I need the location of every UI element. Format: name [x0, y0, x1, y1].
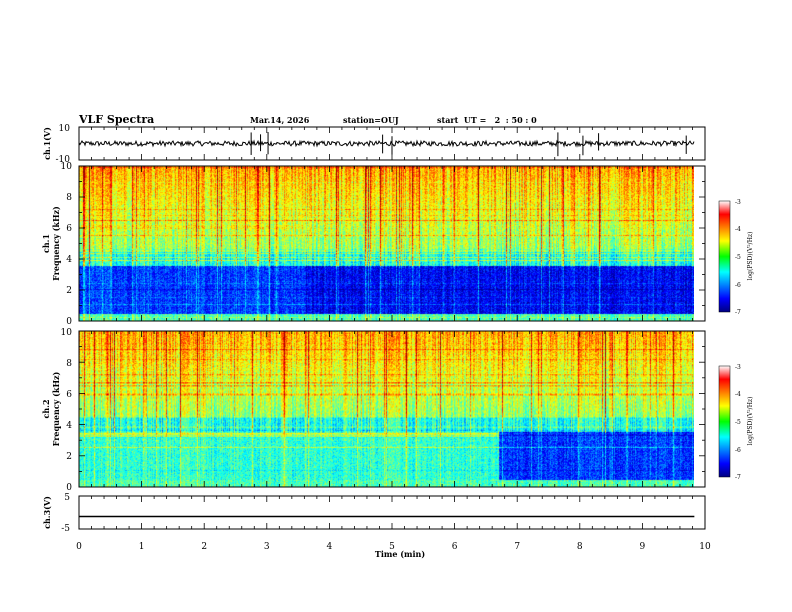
time-tick-label-7: 7 — [514, 542, 520, 552]
ch1-freq-tick-labels: 0 2 4 6 8 10 — [61, 162, 73, 327]
ch2-freq-tick-labels: 0 2 4 6 8 10 — [61, 328, 73, 493]
ch2-freq-axis-label: Frequency (kHz) — [51, 371, 61, 446]
ch1-freq-axis-label: Frequency (kHz) — [51, 206, 61, 281]
time-tick-label-1: 1 — [139, 542, 145, 552]
ch2-ytick-4: 4 — [66, 421, 72, 431]
ch2-ytick-10: 10 — [61, 328, 73, 338]
ch1-ytick-10: 10 — [61, 162, 73, 172]
ch2-ytick-8: 8 — [66, 359, 72, 369]
ch2-colorbar: -3 -4 -5 -6 -7 log(PSD)(V²/Hz) — [718, 364, 754, 481]
time-axis-label: Time (min) — [375, 549, 425, 559]
ch1-ytick-top: 10 — [59, 124, 71, 134]
ch1-waveform-ylabel: ch.1(V) — [42, 127, 52, 160]
ch1-ytick-bottom: -10 — [56, 155, 71, 165]
ch1-cbar-tick-6: -6 — [735, 282, 741, 289]
figure-date: Mar.14, 2026 — [250, 115, 310, 125]
time-tick-label-5: 5 — [389, 542, 395, 552]
ch3-waveform-ylabel: ch.3(V) — [42, 496, 52, 529]
time-tick-label-4: 4 — [327, 542, 333, 552]
time-tick-label-0: 0 — [76, 542, 82, 552]
ch1-ytick-2: 2 — [66, 286, 72, 296]
ch1-ytick-0: 0 — [66, 317, 72, 327]
time-axis-ticks — [78, 127, 706, 529]
ch2-ytick-6: 6 — [66, 390, 72, 400]
ch2-cbar-tick-6: -6 — [735, 447, 741, 454]
ch1-cbar-tick-4: -4 — [735, 226, 741, 233]
ch1-colorbar: -3 -4 -5 -6 -7 log(PSD)(V²/Hz) — [718, 199, 754, 316]
ch2-spectrogram-panel: 0 2 4 6 8 10 ch.2 Frequency (kHz) — [41, 328, 706, 493]
time-tick-label-2: 2 — [201, 542, 207, 552]
time-tick-label-10: 10 — [699, 542, 711, 552]
ch2-colorbar-gradient — [718, 365, 731, 478]
ch1-spectrogram-panel: 0 2 4 6 8 10 ch.1 Frequency (kHz) — [41, 162, 706, 327]
ch3-ytick-bottom: -5 — [61, 524, 70, 534]
figure-station: station=OUJ — [343, 115, 399, 125]
ch2-cbar-tick-5: -5 — [735, 419, 741, 426]
ch2-ytick-2: 2 — [66, 452, 72, 462]
figure-start-time: start UT = 2 : 50 : 0 — [437, 115, 537, 125]
ch2-cbar-tick-7: -7 — [735, 474, 741, 481]
ch1-colorbar-label: log(PSD)(V²/Hz) — [747, 232, 754, 281]
ch1-ytick-6: 6 — [66, 224, 72, 234]
ch1-channel-label: ch.1 — [41, 234, 51, 253]
ch1-waveform-spikes — [250, 132, 687, 157]
ch2-cbar-tick-4: -4 — [735, 391, 741, 398]
ch1-cbar-tick-5: -5 — [735, 254, 741, 261]
ch1-waveform-trace — [78, 139, 695, 148]
time-tick-label-9: 9 — [640, 542, 646, 552]
ch2-colorbar-label: log(PSD)(V²/Hz) — [747, 397, 754, 446]
time-tick-label-6: 6 — [452, 542, 458, 552]
ch3-ytick-top: 5 — [64, 493, 70, 503]
time-tick-label-8: 8 — [577, 542, 583, 552]
ch2-channel-label: ch.2 — [41, 399, 51, 418]
ch1-ytick-8: 8 — [66, 193, 72, 203]
ch1-colorbar-gradient — [718, 200, 731, 313]
ch2-spectrogram-image — [79, 331, 694, 487]
ch1-cbar-tick-3: -3 — [735, 199, 741, 206]
ch1-spectrogram-image — [79, 166, 694, 321]
time-tick-label-3: 3 — [264, 542, 270, 552]
time-axis-labels: 0 1 2 3 4 5 6 7 8 9 10 Time (min) — [76, 542, 711, 559]
ch1-cbar-tick-7: -7 — [735, 309, 741, 316]
ch2-cbar-tick-3: -3 — [735, 364, 741, 371]
ch1-ytick-4: 4 — [66, 255, 72, 265]
ch2-ytick-0: 0 — [66, 483, 72, 493]
figure-title: VLF Spectra — [78, 113, 154, 126]
